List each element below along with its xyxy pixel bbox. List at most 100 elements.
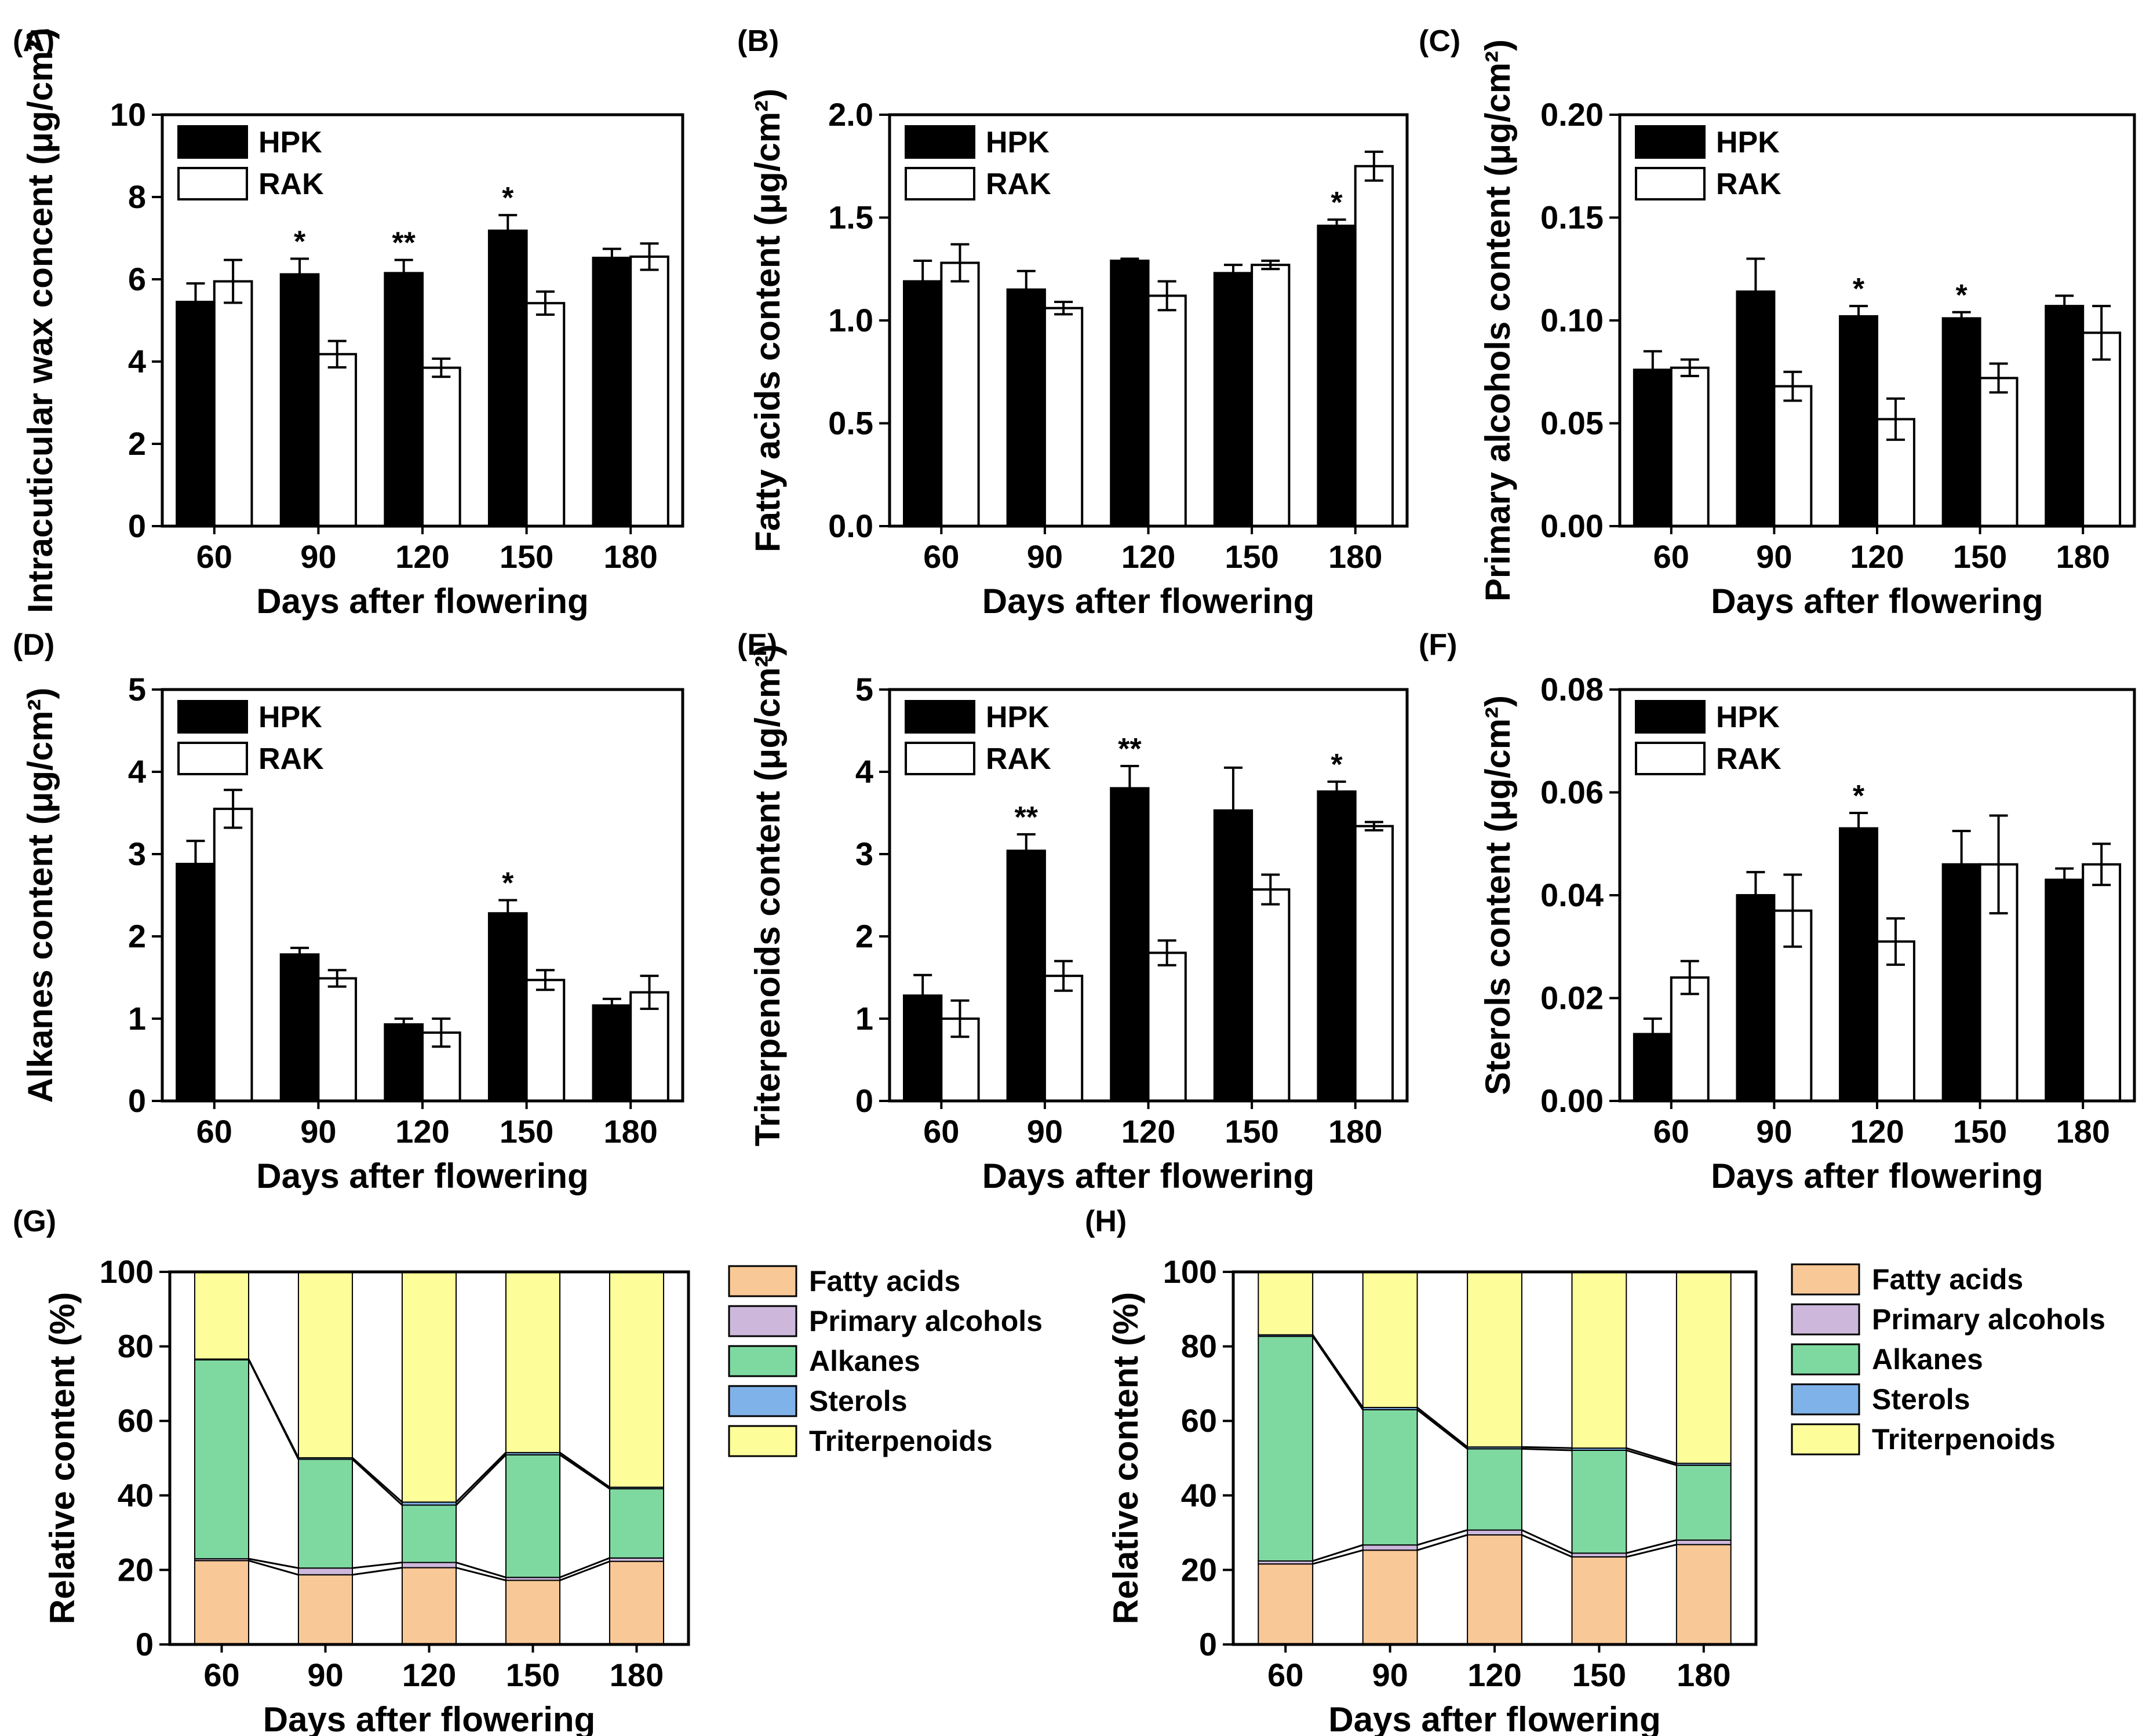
bar-rak [1147,294,1187,527]
stack-segment-fatty-acids [401,1567,457,1645]
legend-swatch-rak [177,742,248,775]
stack-segment-alkanes [401,1504,457,1563]
bar-hpk [279,273,320,527]
x-tick-label: 150 [500,538,553,575]
x-tick-label: 120 [1121,538,1175,575]
bar-rak [1354,165,1394,527]
legend-label-hpk: HPK [1716,126,1780,159]
bar-hpk [903,994,943,1102]
significance-mark: ** [392,227,416,260]
bar-hpk [1317,224,1357,527]
stack-connector [1417,1529,1468,1546]
stack-segment-fatty-acids [1467,1534,1522,1646]
y-tick-label: 1.5 [828,199,873,236]
y-axis-title: Primary alcohols content (μg/cm²) [1478,39,1517,601]
legend-swatch-fatty-acids [728,1265,797,1297]
y-tick-label: 100 [100,1253,154,1290]
panel-h: (H) 0 20 40 60 80 100 60 90 120 150 180 Days after f… [1085,1205,2105,1736]
bar-hpk [176,301,216,527]
plot-frame [161,113,684,528]
stack-segment-alkanes [194,1359,250,1560]
x-tick-label: 60 [923,538,959,575]
x-tick-label: 60 [1653,1113,1689,1150]
significance-mark: * [294,225,306,259]
panel-label: (F) [1419,628,1457,662]
legend-label-fatty-acids: Fatty acids [1872,1263,2023,1296]
y-tick-label: 0 [128,1082,146,1119]
bar-rak [1147,951,1187,1103]
bar-rak [940,261,980,527]
legend-swatch-rak [1635,742,1706,775]
stack-connector [1417,1534,1468,1551]
significance-mark: * [502,181,514,215]
legend-swatch-rak [905,742,975,775]
panel-f: (F) 0.00 0.02 0.04 0.06 0.08 * 60 90 120 150 180 Day… [1419,628,2136,1195]
legend-swatch-alkanes [1791,1343,1860,1376]
x-tick-label: 150 [1225,538,1278,575]
stack-connector [1521,1447,1572,1451]
y-tick-label: 80 [1181,1328,1217,1365]
y-axis-title: Fatty acids content (μg/cm²) [748,89,787,552]
stack-segment-primary-alcohols [297,1567,354,1575]
bar-hpk [1110,787,1150,1102]
bar-rak [1354,825,1394,1102]
legend-label-hpk: HPK [1716,701,1780,734]
legend-label-sterols: Sterols [1872,1383,1970,1416]
bar-rak [525,302,566,527]
x-tick-label: 180 [1677,1657,1730,1693]
x-tick-label: 60 [923,1113,959,1150]
y-tick-label: 6 [128,261,146,297]
significance-mark: * [1331,186,1343,220]
stack-segment-fatty-acids [505,1580,561,1646]
bar-hpk [1839,315,1878,528]
stack-segment-primary-alcohols [1362,1544,1418,1551]
bar-rak [317,977,358,1103]
significance-mark: * [502,867,514,900]
stack-segment-triterpenoids [1467,1271,1522,1448]
panel-label: (H) [1085,1205,1127,1238]
panel-label: (A) [13,24,54,58]
y-tick-label: 0 [1199,1626,1217,1662]
bar-hpk [903,280,943,527]
y-tick-label: 3 [128,836,146,872]
x-tick-label: 90 [300,1113,336,1150]
x-tick-label: 120 [1121,1113,1175,1150]
x-tick-label: 150 [1953,1113,2007,1150]
stack-connector [456,1562,507,1578]
plot-frame [888,688,1409,1103]
bar-hpk [1941,863,1981,1102]
y-tick-label: 0 [855,1082,873,1119]
bar-hpk [1633,369,1673,527]
stack-segment-triterpenoids [194,1271,250,1360]
y-tick-label: 3 [855,836,873,872]
stack-segment-fatty-acids [1675,1544,1732,1646]
bar-rak [1670,366,1710,528]
panel-label: (B) [737,24,779,58]
x-axis-title: Days after flowering [982,1157,1315,1195]
y-tick-label: 4 [128,343,146,380]
plot-frame [888,113,1409,528]
legend-swatch-alkanes [728,1345,797,1377]
legend-label-alkanes: Alkanes [1872,1343,1983,1376]
stack-segment-fatty-acids [609,1560,665,1646]
x-tick-label: 150 [500,1113,553,1150]
y-tick-label: 100 [1163,1253,1217,1290]
stack-segment-primary-alcohols [401,1562,457,1569]
y-tick-label: 0.15 [1540,199,1604,236]
stack-connector [1626,1447,1677,1464]
bar-rak [213,280,253,527]
stack-segment-alkanes [1571,1449,1627,1554]
y-tick-label: 1 [855,1000,873,1037]
significance-mark: * [1853,779,1865,813]
stack-segment-triterpenoids [297,1271,354,1458]
bar-rak [2082,331,2122,527]
bar-rak [213,807,253,1103]
y-tick-label: 2 [855,918,873,954]
x-tick-label: 180 [2056,538,2109,575]
stack-connector [1312,1544,1364,1562]
bar-rak [1979,377,2019,528]
bar-hpk [1941,317,1981,527]
stack-segment-triterpenoids [1675,1271,1732,1464]
bar-hpk [592,1004,632,1103]
bar-hpk [384,1023,424,1102]
